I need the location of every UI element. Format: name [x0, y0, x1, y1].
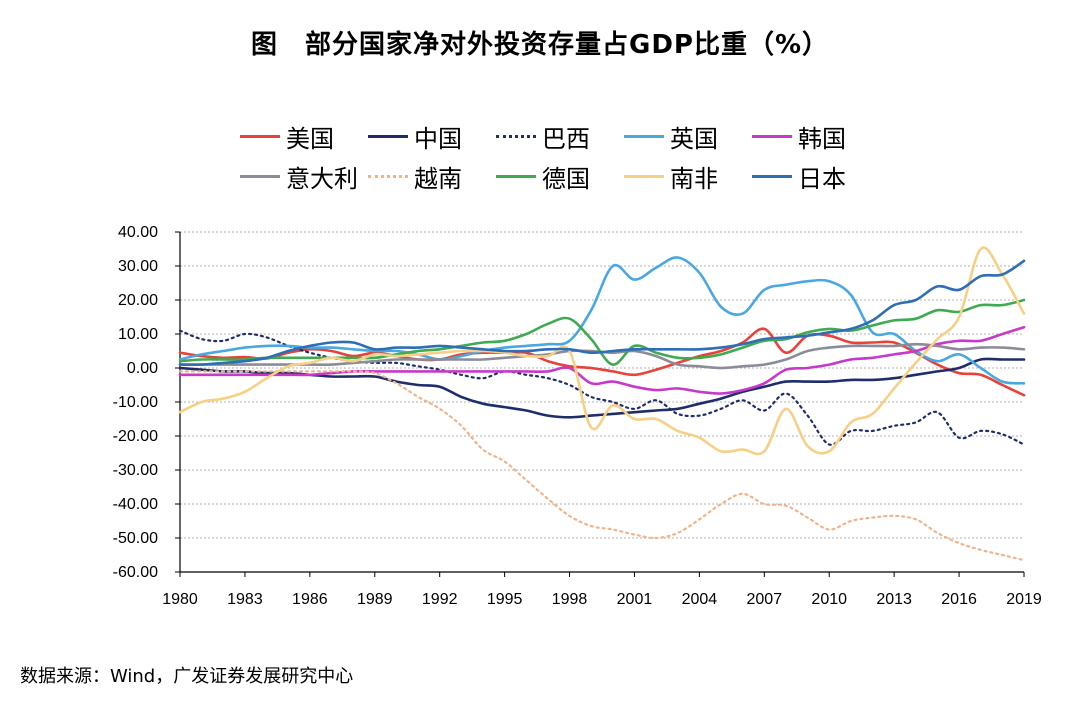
- y-tick-labels: 40.00 30.00 20.00 10.00 0.00 -10.00 -20.00 -30.…: [113, 224, 158, 581]
- x-tick-label: 1998: [552, 591, 588, 608]
- legend-item-germany: 德国: [496, 159, 624, 194]
- legend-swatch-south-africa: [624, 174, 664, 178]
- x-tick-label: 2010: [811, 591, 847, 608]
- legend-label-vietnam: 越南: [414, 164, 462, 193]
- legend-label-germany: 德国: [542, 164, 590, 193]
- legend-swatch-brazil: [496, 134, 536, 138]
- x-tick-label: 1992: [422, 591, 458, 608]
- legend-item-italy: 意大利: [240, 159, 368, 194]
- chart-title: 图 部分国家净对外投资存量占GDP比重（%）: [250, 30, 830, 60]
- y-tick-label: -20.00: [113, 428, 158, 445]
- legend-row-2: 意大利 越南 德国 南非 日本: [240, 156, 880, 196]
- legend-item-korea: 韩国: [752, 119, 880, 154]
- legend-swatch-korea: [752, 134, 792, 138]
- series-line-brazil: [178, 329, 1026, 446]
- x-tick-label: 2019: [1006, 591, 1042, 608]
- legend-label-italy: 意大利: [286, 164, 358, 193]
- series-line-usa: [178, 327, 1026, 397]
- y-tick-label: -60.00: [113, 564, 158, 581]
- legend-label-china: 中国: [414, 124, 462, 153]
- legend-label-korea: 韩国: [798, 124, 846, 153]
- legend-swatch-germany: [496, 174, 536, 178]
- legend-swatch-uk: [624, 134, 664, 138]
- chart-legend: 美国 中国 巴西 英国 韩国 意大利 越南 德国: [240, 116, 880, 196]
- legend-item-china: 中国: [368, 119, 496, 154]
- legend-label-japan: 日本: [798, 164, 846, 193]
- x-tick-label: 1986: [292, 591, 328, 608]
- series-line-korea: [178, 325, 1026, 395]
- gridlines: [180, 231, 1024, 573]
- y-tick-label: -30.00: [113, 462, 158, 479]
- line-chart: 40.00 30.00 20.00 10.00 0.00 -10.00 -20.00 -30.…: [113, 224, 1042, 608]
- y-tick-label: 20.00: [118, 292, 158, 309]
- series-lines: [178, 246, 1026, 562]
- x-tick-label: 2016: [941, 591, 977, 608]
- legend-label-usa: 美国: [286, 124, 334, 153]
- y-tick-label: -40.00: [113, 496, 158, 513]
- x-tick-label: 2001: [617, 591, 653, 608]
- x-tick-label: 2007: [747, 591, 783, 608]
- y-tick-label: -50.00: [113, 530, 158, 547]
- y-tick-label: 10.00: [118, 326, 158, 343]
- legend-swatch-usa: [240, 134, 280, 138]
- source-note: 数据来源：Wind，广发证券发展研究中心: [20, 666, 354, 687]
- legend-item-usa: 美国: [240, 119, 368, 154]
- legend-label-uk: 英国: [670, 124, 718, 153]
- axes: [175, 231, 1025, 577]
- y-tick-label: 40.00: [118, 224, 158, 241]
- series-line-china: [178, 357, 1026, 419]
- y-tick-label: 0.00: [127, 360, 158, 377]
- legend-item-uk: 英国: [624, 119, 752, 154]
- legend-swatch-japan: [752, 174, 792, 178]
- series-line-germany: [178, 298, 1026, 366]
- series-line-south-africa: [178, 246, 1026, 456]
- legend-item-vietnam: 越南: [368, 159, 496, 194]
- series-line-uk: [178, 256, 1026, 385]
- legend-swatch-italy: [240, 174, 280, 178]
- x-tick-label: 1980: [162, 591, 198, 608]
- legend-swatch-vietnam: [368, 174, 408, 178]
- series-line-vietnam: [178, 370, 1026, 562]
- x-tick-labels: 1980 1983 1986 1989 1992 1995 1998 2001 2004 2007…: [162, 591, 1042, 608]
- y-tick-label: -10.00: [113, 394, 158, 411]
- y-tick-label: 30.00: [118, 258, 158, 275]
- x-tick-label: 1989: [357, 591, 393, 608]
- x-tick-label: 1995: [487, 591, 523, 608]
- legend-item-japan: 日本: [752, 159, 880, 194]
- series-line-japan: [178, 259, 1026, 367]
- legend-swatch-china: [368, 134, 408, 138]
- x-tick-label: 1983: [227, 591, 263, 608]
- x-tick-label: 2013: [876, 591, 912, 608]
- legend-row-1: 美国 中国 巴西 英国 韩国: [240, 116, 880, 156]
- legend-item-brazil: 巴西: [496, 119, 624, 154]
- x-tick-label: 2004: [682, 591, 718, 608]
- legend-label-brazil: 巴西: [542, 124, 590, 153]
- legend-label-south-africa: 南非: [670, 164, 718, 193]
- legend-item-south-africa: 南非: [624, 159, 752, 194]
